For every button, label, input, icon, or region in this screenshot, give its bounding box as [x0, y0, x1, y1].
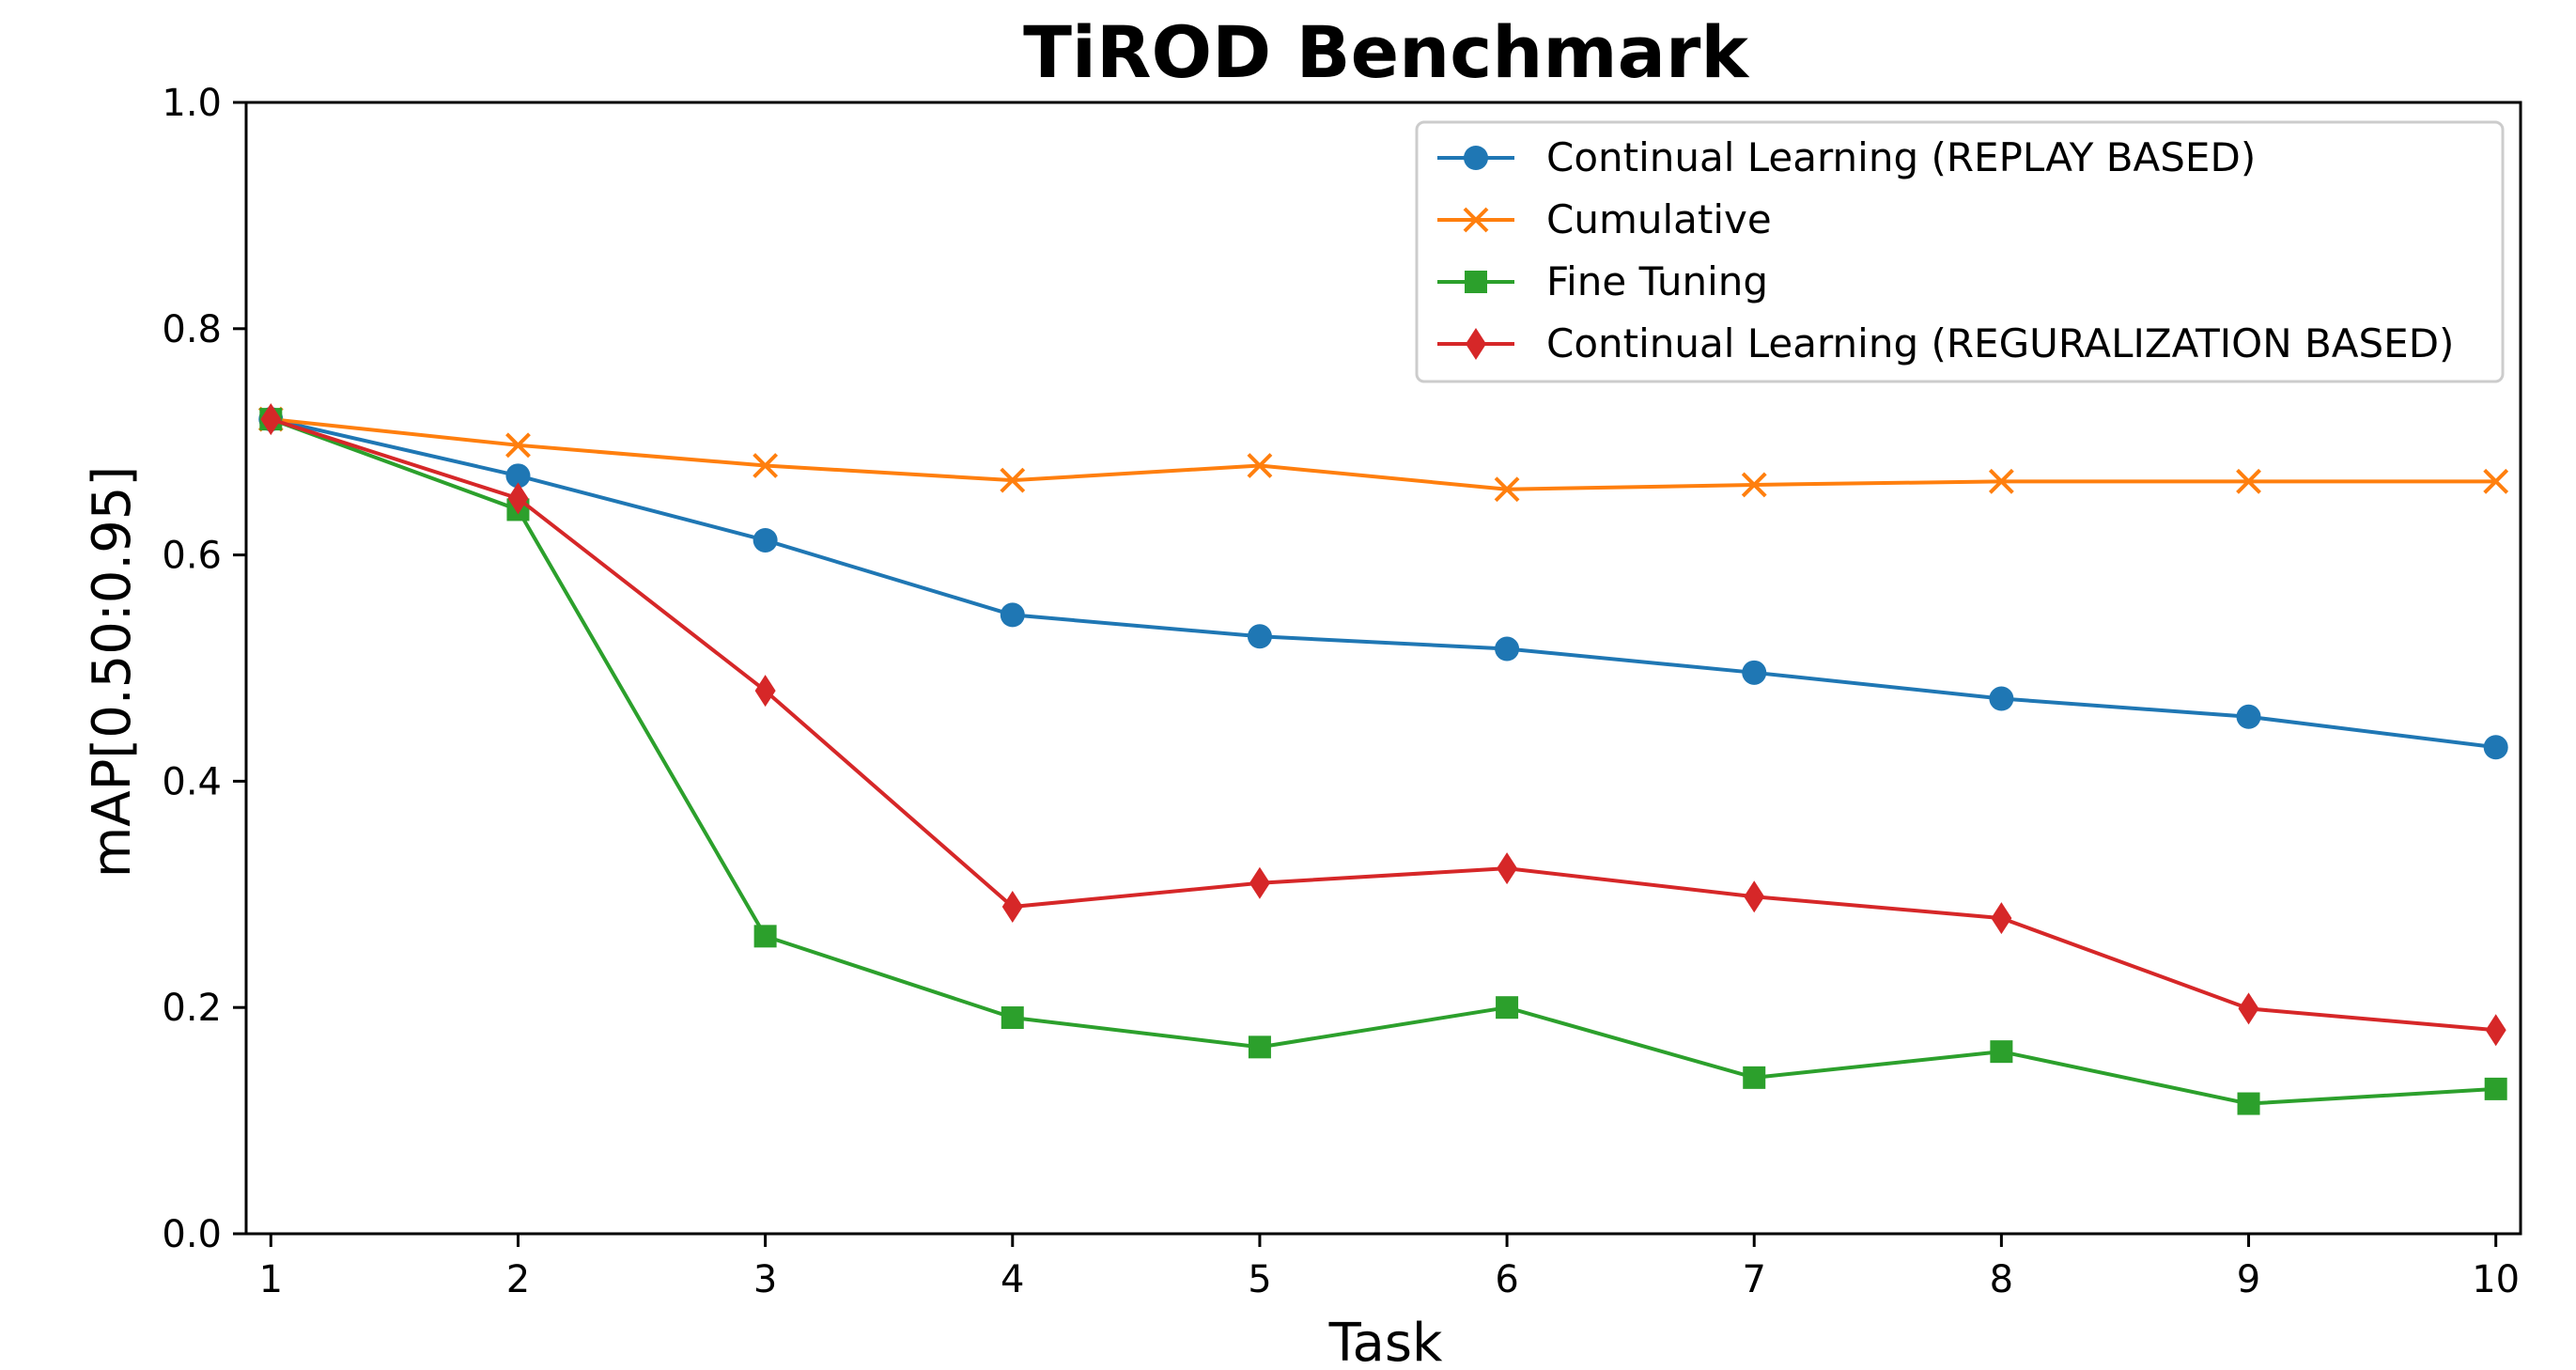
series-line-1 [270, 417, 2496, 750]
data-point [260, 403, 282, 436]
data-point [1497, 852, 1518, 885]
x-tick-label: 2 [506, 1258, 530, 1301]
data-point [1989, 686, 2014, 711]
x-tick-label: 3 [753, 1258, 777, 1301]
data-point [1741, 472, 1767, 498]
data-point [505, 463, 531, 489]
data-point [1249, 866, 1270, 899]
x-tick-label: 8 [1990, 1258, 2013, 1301]
x-marker-stroke [753, 453, 779, 478]
data-point [505, 432, 531, 459]
data-point [1248, 1035, 1271, 1059]
data-point [1494, 476, 1520, 503]
legend-label: Cumulative [1546, 196, 1772, 242]
legend-label: Continual Learning (REPLAY BASED) [1546, 134, 2256, 180]
data-point [1743, 1066, 1766, 1089]
legend-marker [1463, 207, 1489, 233]
legend-frame [1415, 120, 2505, 383]
x-tick-label: 1 [259, 1258, 283, 1301]
data-point [1496, 996, 1519, 1020]
y-tick-label: 0.8 [162, 308, 222, 351]
y-tick-label: 0.0 [162, 1213, 222, 1256]
x-marker-stroke [1988, 468, 2014, 494]
data-point [1742, 660, 1767, 685]
x-marker-stroke [505, 432, 531, 459]
series-layer [257, 403, 2509, 1115]
x-axis: 1 2 3 4 5 6 7 8 9 10 [259, 1234, 2520, 1301]
x-axis-title: Task [1328, 1313, 1443, 1370]
x-tick-label: 5 [1248, 1258, 1271, 1301]
y-tick-label: 0.4 [162, 760, 222, 803]
x-tick-label: 4 [1001, 1258, 1024, 1301]
legend-label: Fine Tuning [1546, 258, 1768, 304]
x-tick-label: 6 [1495, 1258, 1518, 1301]
legend-label: Continual Learning (REGURALIZATION BASED… [1546, 320, 2454, 366]
data-point [2485, 1014, 2506, 1047]
data-point [2483, 735, 2508, 760]
data-point [1247, 453, 1273, 478]
data-point [753, 527, 778, 553]
y-axis: 0.0 0.2 0.4 0.6 0.8 1.0 [162, 82, 246, 1256]
data-point [1001, 1006, 1024, 1030]
x-marker-stroke [1247, 453, 1273, 478]
data-point [753, 925, 777, 948]
data-point [1990, 1040, 2013, 1064]
data-point [1000, 602, 1025, 628]
data-point [1000, 467, 1026, 493]
x-marker-stroke [1000, 467, 1026, 493]
data-point [2484, 1077, 2507, 1100]
data-point [2237, 1092, 2260, 1115]
series-line-4 [270, 417, 2496, 1033]
data-point [1744, 880, 1765, 913]
x-marker-stroke [1463, 207, 1489, 233]
series-line-3 [270, 417, 2496, 1106]
data-point [1001, 891, 1023, 924]
data-point [1991, 902, 2012, 935]
data-point [2238, 992, 2259, 1025]
chart-title: TiROD Benchmark [1023, 10, 1749, 94]
data-point [753, 453, 779, 478]
x-marker-stroke [1741, 472, 1767, 498]
data-point [754, 675, 776, 708]
data-point [1495, 636, 1520, 662]
data-point [2236, 704, 2261, 729]
legend: Continual Learning (REPLAY BASED) Cumulat… [1415, 120, 2505, 383]
legend-marker [1464, 146, 1488, 170]
x-marker-stroke [1494, 476, 1520, 503]
data-point [1247, 624, 1272, 649]
series-line-2 [271, 417, 2496, 491]
y-axis-title: mAP[0.50:0.95] [82, 466, 143, 879]
x-marker-stroke [2236, 468, 2261, 494]
x-marker-stroke [2483, 468, 2509, 494]
legend-marker [1466, 328, 1486, 360]
data-point [507, 482, 529, 515]
y-tick-label: 0.2 [162, 987, 222, 1030]
x-tick-label: 10 [2472, 1258, 2520, 1301]
legend-marker [1465, 271, 1487, 293]
x-tick-label: 9 [2237, 1258, 2260, 1301]
data-point [2236, 468, 2261, 494]
plot-frame [244, 101, 2522, 1236]
y-tick-label: 0.6 [162, 535, 222, 578]
x-tick-label: 7 [1743, 1258, 1766, 1301]
data-point [1988, 468, 2014, 494]
data-point [2483, 468, 2509, 494]
y-tick-label: 1.0 [162, 82, 222, 125]
